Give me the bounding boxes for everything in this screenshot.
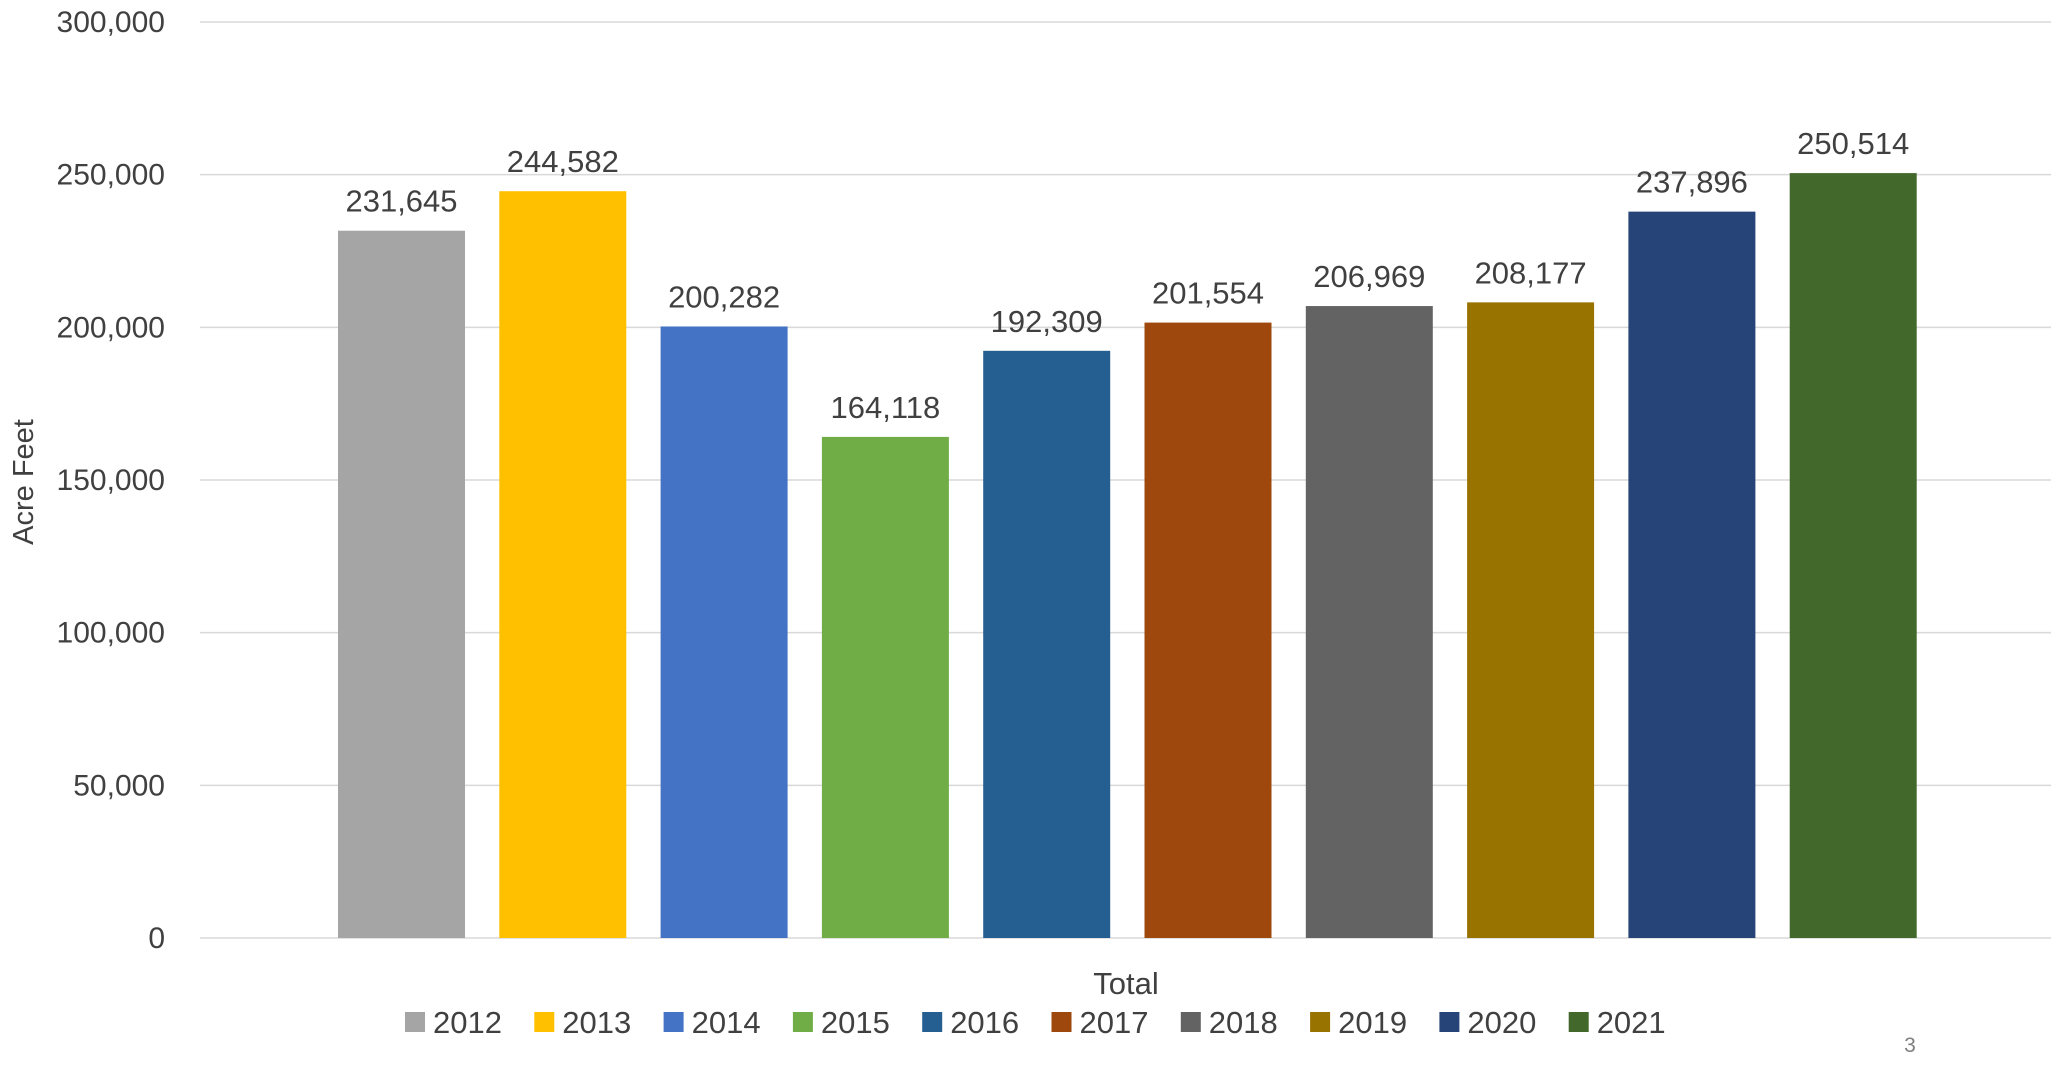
- y-tick-label: 250,000: [57, 159, 165, 192]
- legend-label-2013: 2013: [562, 1005, 631, 1040]
- bar-2020: [1628, 211, 1756, 938]
- legend-swatch-2018: [1180, 1012, 1201, 1032]
- data-label-2013: 244,582: [507, 144, 619, 179]
- page-number: 3: [1904, 1034, 1916, 1057]
- data-labels: 231,645 244,582 200,282 164,118 192,309 201,5…: [345, 126, 1909, 425]
- y-axis-title: Acre Feet: [8, 419, 40, 545]
- data-label-2014: 200,282: [668, 279, 780, 314]
- data-label-2018: 206,969: [1313, 259, 1425, 294]
- legend-swatch-2021: [1568, 1012, 1589, 1032]
- bar-2018: [1305, 306, 1433, 938]
- legend-label-2019: 2019: [1338, 1005, 1407, 1040]
- bar-2014: [660, 326, 788, 938]
- y-tick-label: 100,000: [57, 617, 165, 650]
- legend-swatch-2013: [534, 1012, 555, 1032]
- legend-label-2016: 2016: [950, 1005, 1019, 1040]
- bar-2016: [983, 350, 1111, 938]
- bar-2019: [1467, 302, 1595, 939]
- data-label-2019: 208,177: [1475, 255, 1587, 290]
- legend-swatch-2016: [922, 1012, 943, 1032]
- legend-label-2018: 2018: [1209, 1005, 1278, 1040]
- y-tick-label: 50,000: [73, 769, 165, 802]
- legend-label-2020: 2020: [1467, 1005, 1536, 1040]
- data-label-2017: 201,554: [1152, 276, 1264, 311]
- y-axis-ticks: 0 50,000 100,000 150,000 200,000 250,000 300,0…: [57, 6, 165, 955]
- legend-swatch-2020: [1439, 1012, 1460, 1032]
- x-category-label: Total: [1093, 966, 1158, 1001]
- data-label-2020: 237,896: [1636, 165, 1748, 200]
- bar-2021: [1789, 173, 1917, 938]
- data-label-2015: 164,118: [831, 390, 941, 425]
- legend: 2012 2013 2014 2015 2016 2017 2018 2019 2020 2021: [405, 1005, 1666, 1040]
- legend-label-2014: 2014: [692, 1005, 761, 1040]
- y-tick-label: 150,000: [57, 464, 165, 497]
- legend-label-2021: 2021: [1597, 1005, 1666, 1040]
- legend-swatch-2014: [663, 1012, 684, 1032]
- legend-label-2012: 2012: [433, 1005, 502, 1040]
- legend-label-2015: 2015: [821, 1005, 890, 1040]
- y-tick-label: 200,000: [57, 311, 165, 344]
- legend-swatch-2012: [405, 1012, 425, 1032]
- legend-label-2017: 2017: [1080, 1005, 1149, 1040]
- bars: [338, 173, 1917, 939]
- gridlines: [200, 21, 2051, 939]
- legend-swatch-2015: [792, 1012, 813, 1032]
- bar-2015: [821, 436, 949, 938]
- y-tick-label: 300,000: [57, 6, 165, 39]
- data-label-2021: 250,514: [1797, 126, 1909, 161]
- legend-swatch-2017: [1051, 1012, 1072, 1032]
- y-tick-label: 0: [148, 922, 165, 955]
- bar-2012: [338, 230, 465, 939]
- data-label-2016: 192,309: [991, 304, 1103, 339]
- bar-2013: [499, 191, 627, 939]
- data-label-2012: 231,645: [345, 184, 457, 219]
- bar-2017: [1144, 322, 1272, 938]
- legend-swatch-2019: [1310, 1012, 1331, 1032]
